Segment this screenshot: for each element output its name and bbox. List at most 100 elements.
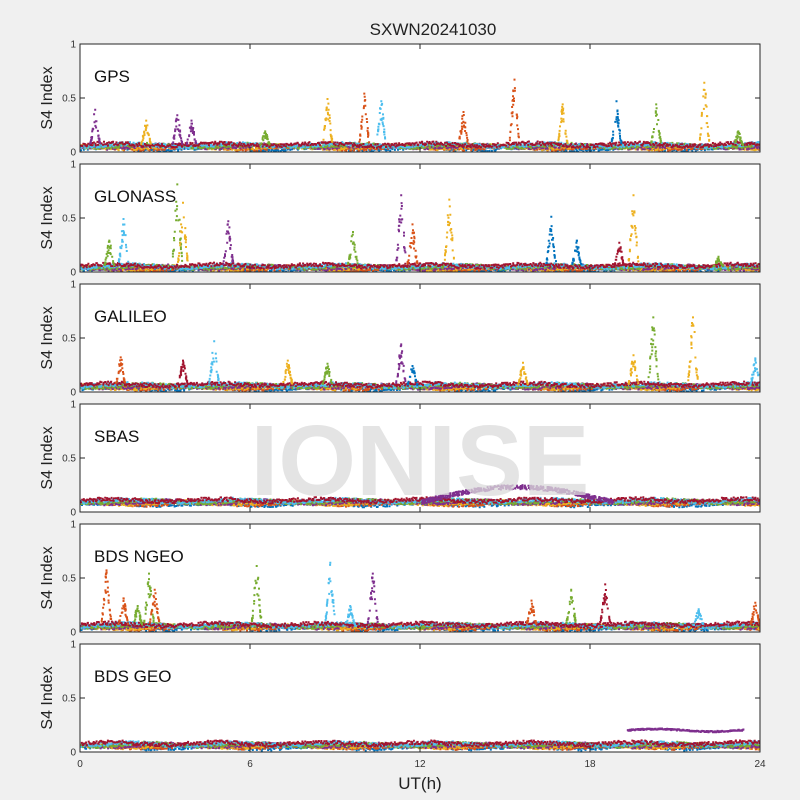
series-band-7 — [80, 496, 760, 505]
y-tick-label: 1 — [70, 280, 76, 291]
series-band-7 — [80, 739, 760, 748]
spike-4 — [282, 359, 294, 385]
y-axis-label: S4 Index — [39, 306, 56, 369]
spike-3 — [208, 340, 221, 384]
spike-12 — [610, 100, 623, 145]
spike-10 — [647, 316, 660, 381]
spike-9 — [458, 111, 470, 145]
spike-1 — [100, 569, 113, 623]
spike-3 — [171, 114, 184, 146]
series-band-7 — [80, 620, 760, 629]
spike-2 — [177, 359, 189, 386]
panel-glonass: 0 0.5 1 S4 Index GLONASS — [39, 160, 761, 279]
spike-2 — [140, 119, 152, 146]
spike-12 — [749, 357, 760, 385]
spike-14 — [749, 601, 760, 626]
panels-group: 0 0.5 1 S4 Index GPS 0 0.5 1 S4 Index GLONASS 0 0.5… — [39, 40, 761, 759]
spike-11 — [571, 239, 583, 266]
spike-10 — [508, 78, 520, 142]
spike-7 — [395, 194, 407, 262]
y-tick-label: 0 — [70, 748, 76, 759]
watermark: IONISE — [251, 405, 590, 517]
spike-5 — [222, 220, 235, 266]
spike-11 — [687, 316, 699, 382]
spike-13 — [650, 103, 662, 144]
spike-13 — [627, 194, 640, 263]
y-tick-label: 0 — [70, 508, 76, 519]
x-tick-label: 24 — [754, 759, 766, 770]
y-tick-label: 0.5 — [62, 574, 76, 585]
spike-9 — [366, 572, 379, 624]
y-tick-label: 0.5 — [62, 214, 76, 225]
y-axis-label: S4 Index — [39, 66, 56, 129]
spike-2 — [117, 597, 129, 626]
data-marks — [80, 484, 760, 509]
plot-area — [80, 44, 760, 152]
spike-11 — [557, 103, 569, 145]
x-tick-label: 0 — [77, 759, 83, 770]
spike-5 — [148, 588, 161, 624]
spike-10 — [545, 215, 557, 264]
spike-13 — [692, 608, 705, 626]
plot-area — [80, 284, 760, 392]
chart-title: SXWN20241030 — [370, 20, 497, 39]
spike-8 — [517, 361, 529, 386]
y-tick-label: 0 — [70, 148, 76, 159]
series-band-7 — [80, 140, 760, 149]
y-tick-label: 1 — [70, 40, 76, 51]
panel-bds-ngeo: 0 0.5 1 S4 Index BDS NGEO — [39, 520, 761, 639]
series-hump — [420, 484, 615, 505]
y-axis-label: S4 Index — [39, 186, 56, 249]
y-axis-label: S4 Index — [39, 546, 56, 609]
spike-5 — [259, 130, 271, 146]
panel-label: GPS — [94, 67, 130, 86]
y-tick-label: 0.5 — [62, 694, 76, 705]
x-axis: 0 6 12 18 24 — [77, 759, 766, 770]
y-tick-label: 0.5 — [62, 94, 76, 105]
spike-4 — [185, 119, 198, 146]
plot-area — [80, 644, 760, 752]
panel-sbas: 0 0.5 1 S4 Index SBAS — [39, 400, 761, 519]
spike-8 — [376, 100, 387, 140]
spike-1 — [89, 108, 101, 145]
spike-7 — [358, 92, 371, 144]
spike-9 — [443, 198, 455, 261]
spike-8 — [344, 605, 357, 626]
spike-7 — [324, 561, 336, 621]
panel-label: BDS GEO — [94, 667, 171, 686]
panel-bds-geo: 0 0.5 1 S4 Index BDS GEO — [39, 640, 761, 759]
panel-label: GALILEO — [94, 307, 167, 326]
spike-6 — [347, 231, 359, 265]
x-tick-label: 18 — [584, 759, 596, 770]
spike-6 — [322, 98, 334, 143]
spike-7 — [406, 365, 419, 387]
spike-10 — [526, 599, 538, 625]
spike-11 — [565, 588, 577, 624]
spike-12 — [613, 241, 626, 267]
spike-3 — [133, 605, 143, 626]
series-band-6 — [80, 381, 760, 390]
spike-14 — [712, 255, 724, 268]
y-axis-label: S4 Index — [39, 426, 56, 489]
spike-6 — [250, 565, 263, 623]
panel-label: SBAS — [94, 427, 139, 446]
x-axis-label: UT(h) — [398, 774, 441, 793]
y-tick-label: 0 — [70, 388, 76, 399]
spike-8 — [406, 223, 419, 265]
spike-2 — [117, 218, 130, 263]
y-tick-label: 0.5 — [62, 454, 76, 465]
spike-9 — [627, 354, 640, 385]
panel-label: BDS NGEO — [94, 547, 184, 566]
spike-12 — [599, 583, 612, 623]
spike-1 — [103, 239, 116, 267]
y-tick-label: 0 — [70, 628, 76, 639]
plot-area — [80, 404, 760, 512]
y-tick-label: 1 — [70, 640, 76, 651]
panel-galileo: 0 0.5 1 S4 Index GALILEO — [39, 280, 761, 399]
y-tick-label: 1 — [70, 160, 76, 171]
panel-gps: 0 0.5 1 S4 Index GPS — [39, 40, 761, 159]
y-tick-label: 1 — [70, 400, 76, 411]
spike-6 — [395, 343, 407, 384]
